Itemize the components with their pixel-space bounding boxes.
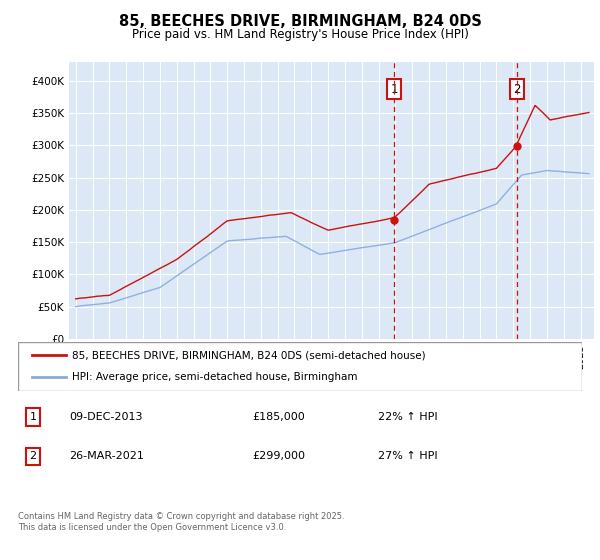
- Text: 2: 2: [29, 451, 37, 461]
- Text: £185,000: £185,000: [252, 412, 305, 422]
- Text: 1: 1: [391, 83, 398, 96]
- Text: 22% ↑ HPI: 22% ↑ HPI: [378, 412, 437, 422]
- Text: HPI: Average price, semi-detached house, Birmingham: HPI: Average price, semi-detached house,…: [71, 372, 357, 382]
- Text: 85, BEECHES DRIVE, BIRMINGHAM, B24 0DS: 85, BEECHES DRIVE, BIRMINGHAM, B24 0DS: [119, 14, 481, 29]
- Text: Contains HM Land Registry data © Crown copyright and database right 2025.
This d: Contains HM Land Registry data © Crown c…: [18, 512, 344, 532]
- Text: 1: 1: [29, 412, 37, 422]
- Text: 85, BEECHES DRIVE, BIRMINGHAM, B24 0DS (semi-detached house): 85, BEECHES DRIVE, BIRMINGHAM, B24 0DS (…: [71, 351, 425, 361]
- Text: £299,000: £299,000: [252, 451, 305, 461]
- Text: Price paid vs. HM Land Registry's House Price Index (HPI): Price paid vs. HM Land Registry's House …: [131, 28, 469, 41]
- Text: 27% ↑ HPI: 27% ↑ HPI: [378, 451, 437, 461]
- Text: 09-DEC-2013: 09-DEC-2013: [69, 412, 143, 422]
- Text: 26-MAR-2021: 26-MAR-2021: [69, 451, 144, 461]
- Text: 2: 2: [514, 83, 521, 96]
